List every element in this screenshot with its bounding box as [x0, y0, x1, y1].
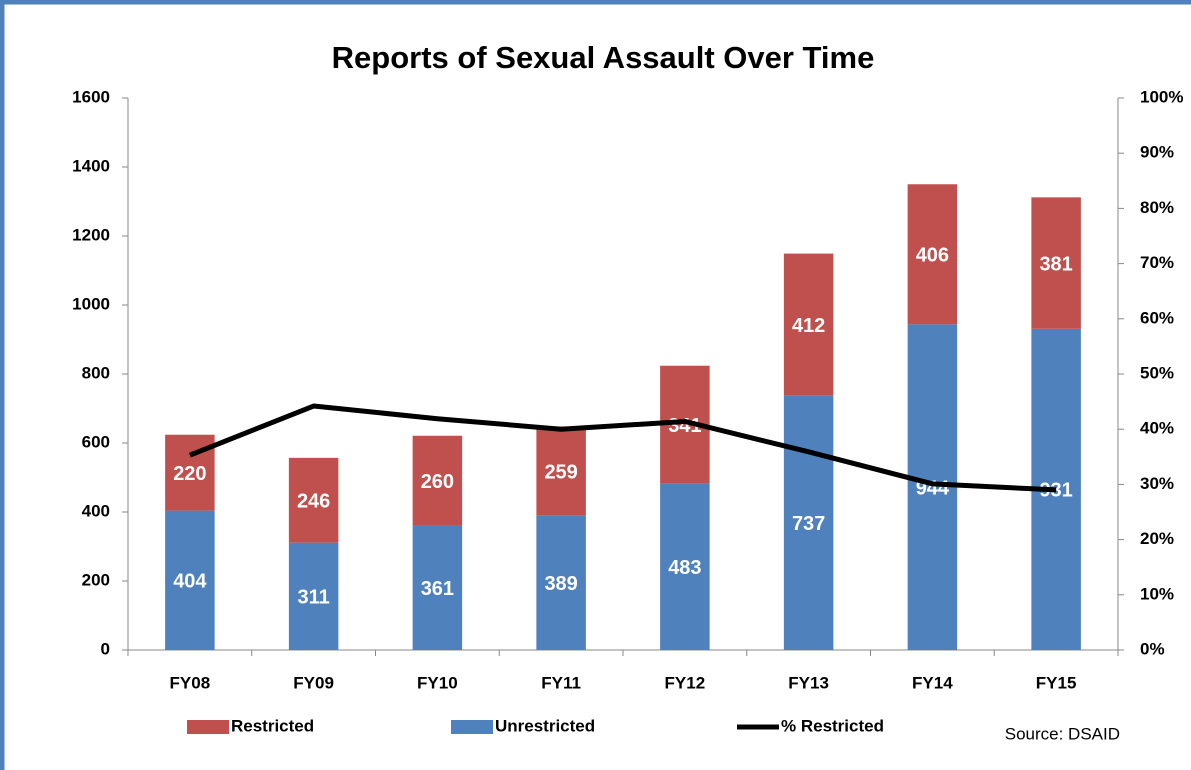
- y2-tick-label: 70%: [1140, 253, 1174, 272]
- bar: [165, 510, 215, 650]
- source: Source: DSAID: [1005, 724, 1120, 743]
- y-tick-label: 400: [82, 501, 110, 520]
- chart-title: Reports of Sexual Assault Over Time: [332, 40, 875, 75]
- data-label: 931: [1039, 480, 1072, 502]
- legend-label: Restricted: [231, 716, 314, 735]
- data-label: 412: [792, 315, 825, 337]
- data-label: 246: [297, 491, 330, 513]
- x-tick-label: FY11: [541, 673, 581, 692]
- bar: [536, 515, 586, 650]
- data-label: 361: [421, 578, 454, 600]
- bar: [783, 253, 834, 396]
- y-tick-label: 200: [82, 570, 110, 589]
- y2-tick-label: 0%: [1140, 639, 1165, 658]
- legend-swatch: [187, 720, 229, 734]
- data-label: 259: [544, 461, 577, 483]
- y2-tick-label: 60%: [1140, 308, 1174, 327]
- bar: [288, 542, 339, 650]
- x-tick-label: FY14: [912, 673, 953, 692]
- legend-swatch: [451, 720, 493, 734]
- x-tick-label: FY12: [665, 673, 706, 692]
- y2-tick-label: 30%: [1140, 474, 1174, 493]
- data-label: 381: [1039, 253, 1072, 275]
- bar: [412, 435, 463, 526]
- data-label: 311: [297, 587, 329, 609]
- x-tick-label: FY09: [293, 673, 334, 692]
- bar: [907, 184, 958, 325]
- bar: [412, 525, 463, 650]
- y2-tick-label: 40%: [1140, 419, 1174, 438]
- y-tick-label: 0: [101, 639, 110, 658]
- legend-label: % Restricted: [781, 716, 884, 735]
- y-tick-label: 1200: [72, 225, 110, 244]
- y2-tick-label: 90%: [1140, 143, 1174, 162]
- data-label: 406: [916, 245, 949, 267]
- x-tick-label: FY15: [1036, 673, 1077, 692]
- bar: [660, 483, 710, 650]
- bar: [1031, 197, 1081, 329]
- y-tick-label: 1000: [72, 294, 110, 313]
- x-tick-label: FY13: [788, 673, 829, 692]
- y2-tick-label: 80%: [1140, 198, 1174, 217]
- data-label: 404: [173, 571, 207, 593]
- y-tick-label: 800: [82, 363, 110, 382]
- bar: [288, 457, 339, 543]
- x-tick-label: FY10: [417, 673, 458, 692]
- bar: [783, 395, 834, 650]
- y2-tick-label: 50%: [1140, 363, 1174, 382]
- legend-label: Unrestricted: [495, 716, 595, 735]
- y-tick-label: 600: [82, 432, 110, 451]
- y2-tick-label: 100%: [1140, 87, 1183, 106]
- y-tick-label: 1400: [72, 156, 110, 175]
- data-label: 260: [421, 471, 454, 493]
- bar: [536, 426, 586, 516]
- data-label: 737: [792, 513, 825, 535]
- x-tick-label: FY08: [170, 673, 211, 692]
- data-label: 389: [544, 573, 577, 595]
- data-label: 483: [668, 557, 701, 579]
- y2-tick-label: 10%: [1140, 584, 1174, 603]
- data-label: 220: [173, 463, 206, 485]
- line: [188, 403, 1057, 493]
- y2-tick-label: 20%: [1140, 529, 1174, 548]
- y-tick-label: 1600: [72, 87, 110, 106]
